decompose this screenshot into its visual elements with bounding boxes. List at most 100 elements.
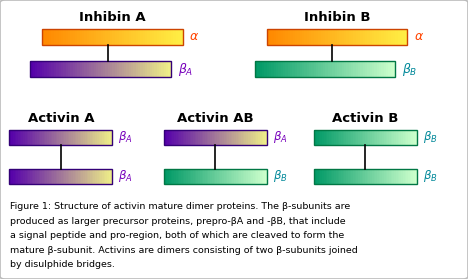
Bar <box>200 169 202 184</box>
Bar <box>389 130 391 145</box>
Bar <box>408 130 410 145</box>
Bar <box>380 169 383 184</box>
Bar <box>69 169 72 184</box>
Bar <box>339 29 342 45</box>
Bar <box>337 169 340 184</box>
Bar <box>382 130 384 145</box>
Bar <box>319 169 321 184</box>
Bar <box>410 169 412 184</box>
Bar <box>314 29 316 45</box>
Bar <box>377 29 380 45</box>
Bar <box>49 29 52 45</box>
Bar <box>360 61 363 77</box>
Bar <box>87 61 89 77</box>
Bar <box>278 61 281 77</box>
Bar <box>343 130 345 145</box>
Bar <box>406 130 409 145</box>
Bar <box>42 130 44 145</box>
Bar <box>358 29 361 45</box>
Bar <box>70 29 73 45</box>
Bar <box>188 130 190 145</box>
Bar <box>152 29 155 45</box>
Bar <box>246 130 249 145</box>
Bar <box>226 169 228 184</box>
Bar <box>372 61 375 77</box>
Bar <box>356 29 358 45</box>
Bar <box>297 61 300 77</box>
Bar <box>292 29 295 45</box>
Bar <box>311 29 314 45</box>
Bar <box>219 130 221 145</box>
Bar <box>47 130 49 145</box>
Bar <box>166 61 169 77</box>
Bar <box>408 169 410 184</box>
Bar <box>133 29 136 45</box>
Bar <box>198 130 200 145</box>
Bar <box>145 61 148 77</box>
Bar <box>229 169 231 184</box>
Bar <box>75 29 78 45</box>
Bar <box>92 130 94 145</box>
Bar <box>219 169 221 184</box>
Bar <box>244 169 247 184</box>
Text: $\beta_B$: $\beta_B$ <box>423 169 437 184</box>
Bar <box>314 169 417 184</box>
Bar <box>66 169 68 184</box>
Bar <box>80 61 82 77</box>
Bar <box>368 169 371 184</box>
Bar <box>389 169 391 184</box>
Bar <box>325 61 328 77</box>
Bar <box>96 61 99 77</box>
Bar <box>388 169 389 184</box>
Bar <box>143 61 146 77</box>
Bar <box>99 130 101 145</box>
Bar <box>140 61 143 77</box>
Bar <box>253 130 255 145</box>
Bar <box>314 169 316 184</box>
Bar <box>234 169 236 184</box>
Bar <box>295 29 298 45</box>
Bar <box>350 169 352 184</box>
Bar <box>398 130 400 145</box>
Bar <box>15 130 17 145</box>
Bar <box>341 169 343 184</box>
Bar <box>212 169 214 184</box>
Bar <box>309 29 312 45</box>
Bar <box>324 169 326 184</box>
Bar <box>56 130 58 145</box>
Bar <box>367 169 369 184</box>
Bar <box>322 169 324 184</box>
Bar <box>316 29 319 45</box>
Bar <box>317 169 319 184</box>
Bar <box>260 130 262 145</box>
Bar <box>52 130 54 145</box>
Text: mature β-subunit. Activins are dimers consisting of two β-subunits joined: mature β-subunit. Activins are dimers co… <box>10 246 358 255</box>
Bar <box>335 61 337 77</box>
Bar <box>157 29 160 45</box>
Bar <box>115 61 117 77</box>
Bar <box>20 130 22 145</box>
Bar <box>172 169 175 184</box>
Bar <box>353 169 355 184</box>
Bar <box>363 29 366 45</box>
Bar <box>227 169 229 184</box>
Bar <box>45 169 48 184</box>
Bar <box>80 29 82 45</box>
Bar <box>329 130 331 145</box>
Bar <box>58 130 59 145</box>
Bar <box>316 61 319 77</box>
Bar <box>283 61 286 77</box>
Bar <box>415 169 417 184</box>
Bar <box>285 61 288 77</box>
Bar <box>109 169 111 184</box>
Text: Inhibin A: Inhibin A <box>79 11 146 24</box>
Bar <box>290 61 293 77</box>
Bar <box>410 130 412 145</box>
Bar <box>105 29 108 45</box>
Bar <box>413 169 415 184</box>
Bar <box>274 61 277 77</box>
Bar <box>150 29 153 45</box>
Bar <box>68 169 70 184</box>
Bar <box>215 169 218 184</box>
Bar <box>362 130 364 145</box>
